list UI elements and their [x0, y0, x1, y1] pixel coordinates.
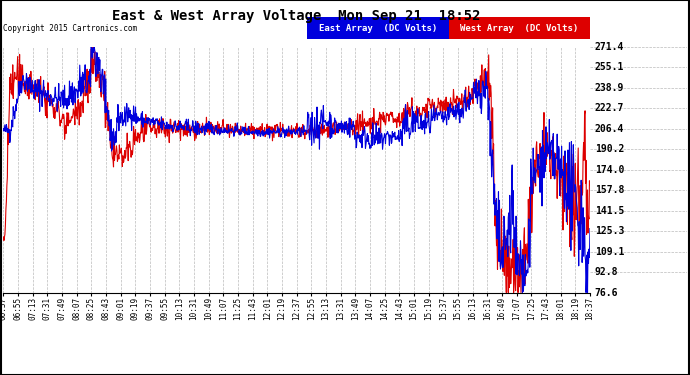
Text: West Array  (DC Volts): West Array (DC Volts)	[460, 24, 578, 33]
Text: East & West Array Voltage  Mon Sep 21  18:52: East & West Array Voltage Mon Sep 21 18:…	[112, 9, 481, 23]
Text: 174.0: 174.0	[595, 165, 624, 175]
Text: 157.8: 157.8	[595, 185, 624, 195]
Text: 222.7: 222.7	[595, 103, 624, 113]
Text: East Array  (DC Volts): East Array (DC Volts)	[319, 24, 437, 33]
Text: 255.1: 255.1	[595, 62, 624, 72]
Text: 109.1: 109.1	[595, 246, 624, 256]
Text: 76.6: 76.6	[595, 288, 618, 297]
Text: 92.8: 92.8	[595, 267, 618, 277]
Text: 141.5: 141.5	[595, 206, 624, 216]
Text: 190.2: 190.2	[595, 144, 624, 154]
Text: 271.4: 271.4	[595, 42, 624, 52]
Text: Copyright 2015 Cartronics.com: Copyright 2015 Cartronics.com	[3, 24, 137, 33]
Text: 125.3: 125.3	[595, 226, 624, 236]
Text: 238.9: 238.9	[595, 83, 624, 93]
Text: 206.4: 206.4	[595, 124, 624, 134]
